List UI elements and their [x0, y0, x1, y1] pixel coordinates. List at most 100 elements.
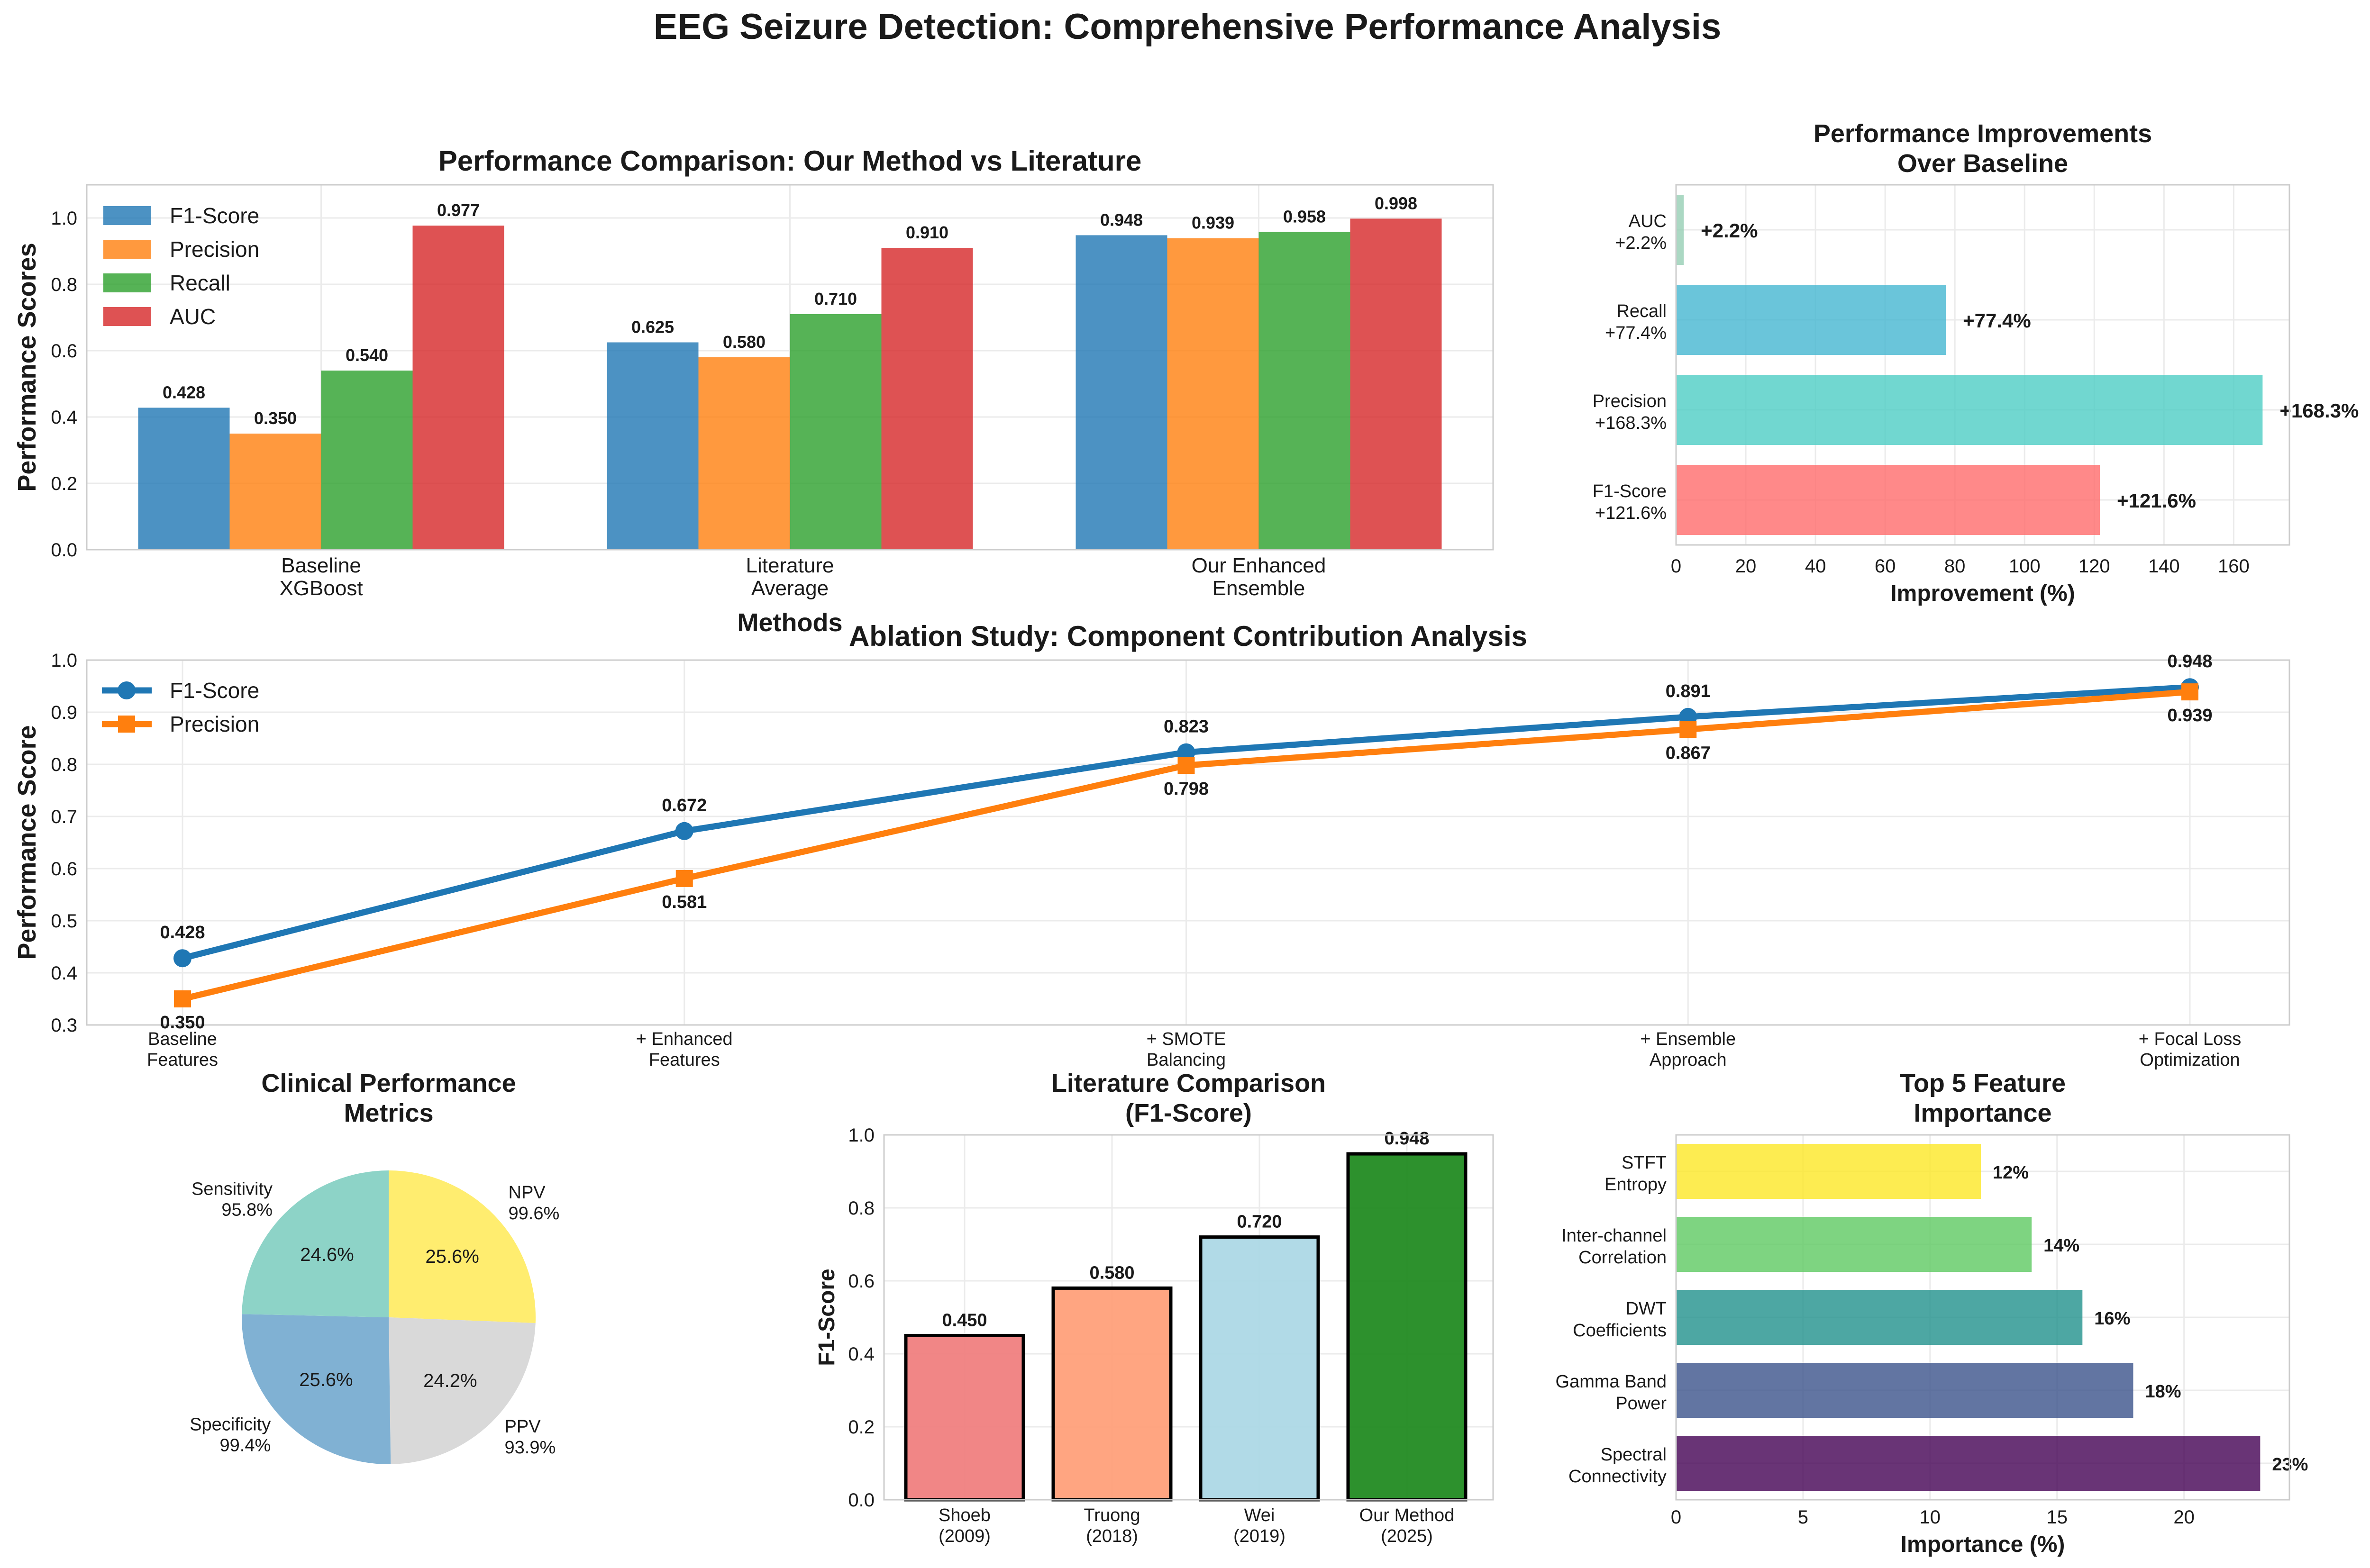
x-category-label-line-1: Shoeb	[939, 1505, 991, 1525]
pie-percent-label: 24.2%	[423, 1370, 477, 1391]
legend-swatch	[103, 273, 151, 292]
legend-marker	[118, 681, 136, 699]
y-tick-label: 0.4	[51, 963, 77, 984]
y-category-label-line-2: Coefficients	[1573, 1321, 1667, 1341]
bar-precision-3	[1167, 238, 1259, 550]
bar-recall-1	[321, 371, 413, 550]
bar-value-label: 0.977	[437, 200, 480, 220]
x-tick-label: 10	[1920, 1507, 1941, 1528]
x-tick-label: 160	[2218, 556, 2250, 577]
bar-precision-1	[229, 434, 321, 550]
pie-slice-specificity	[241, 1314, 391, 1464]
x-category-label-line-1: + SMOTE	[1147, 1029, 1226, 1049]
bar-f1-score-3	[1076, 235, 1167, 550]
legend-label: Precision	[170, 237, 259, 262]
x-category-label-line-2: Approach	[1650, 1050, 1727, 1070]
chart-title-line-1: Literature Comparison	[1051, 1069, 1326, 1097]
bar-feature-2	[1676, 1363, 2133, 1418]
legend-swatch	[103, 307, 151, 326]
pie-slice-label-line-2: 99.6%	[509, 1204, 560, 1224]
x-category-label-line-2: Features	[649, 1050, 720, 1070]
x-category-label-line-2: XGBoost	[279, 577, 363, 600]
pie-slice-label-line-1: NPV	[509, 1183, 546, 1203]
x-tick-label: 20	[1735, 556, 1757, 577]
x-category-label-line-1: + Enhanced	[636, 1029, 733, 1049]
x-tick-label: 120	[2078, 556, 2110, 577]
y-axis-label: Performance Score	[13, 725, 41, 960]
bar-value-label: +2.2%	[1701, 219, 1758, 242]
plot-frame	[883, 1134, 1494, 1501]
pie-slice-sensitivity	[242, 1170, 389, 1317]
y-category-label-line-1: Gamma Band	[1556, 1372, 1667, 1392]
x-category-label-line-2: Balancing	[1147, 1050, 1226, 1070]
x-category-label-line-1: Literature	[746, 554, 834, 577]
x-tick-label: 100	[2009, 556, 2041, 577]
legend-label: Precision	[170, 712, 259, 736]
y-tick-label: 0.3	[51, 1015, 77, 1036]
bar-value-label: 0.720	[1237, 1212, 1282, 1232]
y-category-label-line-2: +121.6%	[1595, 503, 1667, 523]
y-category-label-line-2: +77.4%	[1605, 323, 1667, 343]
x-category-label-line-2: Average	[751, 577, 829, 600]
marker-precision	[2181, 683, 2198, 701]
x-category-label-line-2: Ensemble	[1212, 577, 1305, 600]
marker-precision	[1679, 721, 1697, 738]
y-axis-label: Performance Scores	[13, 243, 41, 491]
pie-percent-label: 25.6%	[299, 1369, 353, 1390]
pie-slice-label-line-2: 99.4%	[220, 1436, 271, 1456]
y-tick-label: 1.0	[51, 650, 77, 671]
bar-value-label: 0.998	[1375, 193, 1417, 213]
point-value-label: 0.428	[160, 923, 205, 943]
legend-swatch	[103, 240, 151, 259]
marker-precision	[174, 990, 191, 1007]
bar-value-label: 0.540	[346, 345, 388, 365]
y-category-label-line-1: Inter-channel	[1561, 1226, 1667, 1246]
y-category-label-line-1: F1-Score	[1593, 481, 1667, 501]
bar-feature-5	[1676, 1144, 1981, 1199]
bar-improvement-2	[1676, 375, 2263, 445]
chart-title-line-1: Performance Improvements	[1814, 119, 2152, 148]
y-category-label-line-1: DWT	[1625, 1299, 1667, 1319]
x-category-label-line-1: + Ensemble	[1640, 1029, 1736, 1049]
y-tick-label: 0.4	[51, 407, 77, 428]
y-category-label-line-2: Power	[1615, 1394, 1667, 1414]
x-axis-label: Methods	[738, 608, 843, 637]
x-tick-label: 5	[1798, 1507, 1808, 1528]
bar-value-label: +121.6%	[2117, 489, 2196, 512]
bar-auc-2	[881, 248, 973, 550]
y-category-label-line-1: AUC	[1629, 211, 1667, 231]
legend-marker	[118, 716, 135, 733]
x-tick-label: 20	[2173, 1507, 2195, 1528]
bar-value-label: 0.958	[1283, 207, 1326, 226]
y-tick-label: 0.5	[51, 911, 77, 932]
bar-value-label: 0.350	[254, 408, 297, 428]
feature-importance-chart: 0 5 10 15 2023%SpectralConnectivity18%Gamma …	[1556, 1069, 2308, 1557]
chart-title-line-1: Top 5 Feature	[1900, 1069, 2066, 1097]
bar-value-label: 0.939	[1192, 213, 1234, 233]
x-category-label-line-2: Features	[147, 1050, 218, 1070]
x-tick-label: 80	[1944, 556, 1966, 577]
y-tick-label: 0.8	[51, 274, 77, 295]
ablation-study-chart: 0.30.40.50.60.70.80.91.0BaselineFeatures…	[13, 620, 2290, 1070]
bar-auc-3	[1350, 218, 1442, 550]
legend-label: F1-Score	[170, 203, 259, 228]
bar-literature-3	[1199, 1235, 1320, 1502]
bar-value-label: 0.580	[1089, 1263, 1134, 1283]
chart-title-line-2: Metrics	[344, 1099, 433, 1127]
marker-f1-score	[173, 949, 191, 968]
point-value-label: 0.350	[160, 1013, 205, 1033]
x-tick-label: 40	[1805, 556, 1826, 577]
point-value-label: 0.672	[662, 796, 707, 816]
bar-improvement-3	[1676, 285, 1946, 355]
pie-slice-label-line-1: Sensitivity	[191, 1179, 273, 1199]
pie-slice-ppv	[389, 1317, 536, 1464]
x-tick-label: 60	[1875, 556, 1896, 577]
bar-value-label: 0.450	[942, 1311, 987, 1331]
x-category-label-line-2: (2025)	[1381, 1526, 1433, 1546]
bar-feature-3	[1676, 1290, 2083, 1345]
point-value-label: 0.581	[662, 892, 707, 912]
point-value-label: 0.823	[1164, 717, 1209, 737]
x-category-label-line-1: Truong	[1084, 1505, 1140, 1525]
